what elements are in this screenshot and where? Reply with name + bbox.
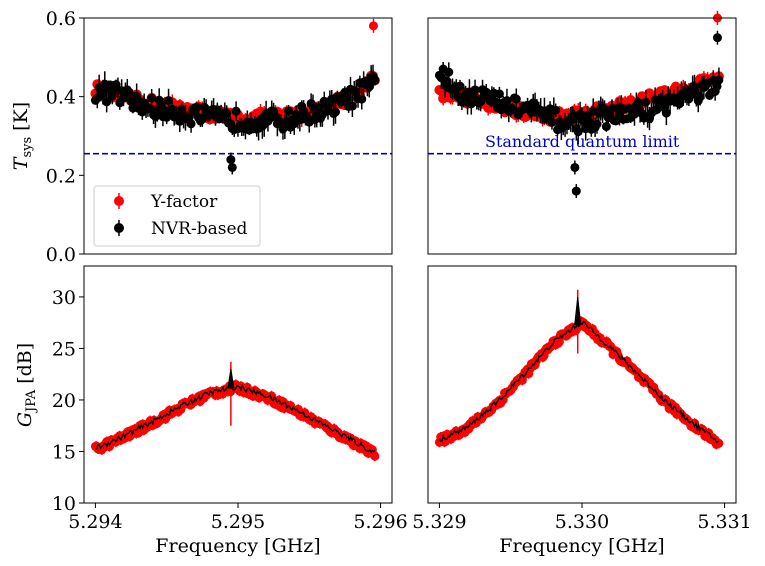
data-point bbox=[357, 94, 367, 104]
outlier-point bbox=[571, 186, 581, 196]
sql-annotation: Standard quantum limit bbox=[485, 132, 680, 151]
outlier-point bbox=[226, 155, 236, 165]
y-tick-label: 10 bbox=[52, 493, 76, 515]
data-point bbox=[455, 81, 465, 91]
legend-marker-nvr bbox=[114, 220, 124, 236]
legend-marker-yfactor bbox=[114, 193, 124, 209]
y-tick-label: 20 bbox=[52, 390, 76, 412]
data-point bbox=[714, 75, 724, 85]
data-point bbox=[573, 127, 583, 137]
legend-box bbox=[93, 185, 261, 247]
series-yfactor bbox=[434, 315, 724, 450]
series-nvr bbox=[90, 64, 380, 141]
peak-spike bbox=[574, 296, 582, 326]
series-nvr-line bbox=[95, 383, 376, 454]
panel-top-left-frame bbox=[83, 17, 393, 255]
data-point bbox=[511, 94, 521, 104]
data-point bbox=[551, 105, 561, 115]
series-nvr bbox=[434, 61, 724, 145]
panel-bottom-right-frame bbox=[427, 265, 737, 504]
outlier-point bbox=[570, 162, 580, 172]
data-point bbox=[695, 92, 705, 102]
x-tick-label: 5.294 bbox=[68, 511, 122, 533]
panel-top-right-frame bbox=[427, 17, 737, 255]
legend-label-nvr: NVR-based bbox=[151, 219, 247, 239]
y-tick-label: 0.0 bbox=[46, 244, 76, 266]
y-tick-label: 0.2 bbox=[46, 165, 76, 187]
data-point bbox=[661, 108, 671, 118]
panel-top-left bbox=[83, 17, 393, 255]
data-point bbox=[370, 75, 380, 85]
data-point bbox=[611, 116, 621, 126]
data-point bbox=[102, 97, 112, 107]
data-point bbox=[347, 101, 357, 111]
data-point bbox=[641, 97, 651, 107]
data-point bbox=[470, 85, 480, 95]
x-tick-label: 5.296 bbox=[353, 511, 407, 533]
peak-spike bbox=[227, 368, 235, 389]
legend: Y-factor NVR-based bbox=[93, 185, 261, 247]
xlabel-left: Frequency [GHz] bbox=[155, 535, 320, 557]
data-point bbox=[508, 103, 518, 113]
data-point bbox=[164, 96, 174, 106]
panel-bottom-right-marks bbox=[434, 289, 724, 450]
panel-bottom-right bbox=[427, 265, 737, 504]
x-tick-label: 5.295 bbox=[211, 511, 265, 533]
data-point bbox=[192, 102, 202, 112]
ylabel-tsys: Tsys [K] bbox=[10, 102, 35, 170]
data-point bbox=[107, 91, 117, 101]
data-point bbox=[147, 93, 157, 103]
y-tick-label: 15 bbox=[52, 441, 76, 463]
data-point bbox=[186, 119, 196, 129]
series-nvr-line bbox=[438, 320, 720, 443]
data-point bbox=[222, 108, 232, 118]
data-point bbox=[444, 67, 454, 77]
panel-top-right: Standard quantum limit bbox=[427, 11, 737, 255]
x-tick-label: 5.329 bbox=[412, 511, 466, 533]
y-tick-label: 30 bbox=[52, 287, 76, 309]
panel-bottom-left-marks bbox=[90, 361, 380, 462]
x-tick-label: 5.331 bbox=[697, 511, 751, 533]
data-point bbox=[370, 451, 380, 461]
outlier-point bbox=[368, 21, 378, 31]
legend-label-yfactor: Y-factor bbox=[150, 192, 218, 212]
panel-top-right-marks bbox=[428, 11, 736, 199]
panel-top-left-marks bbox=[84, 18, 392, 175]
y-tick-label: 0.4 bbox=[46, 87, 76, 109]
data-point bbox=[592, 119, 602, 129]
data-point bbox=[197, 114, 207, 124]
outlier-point bbox=[712, 33, 722, 43]
xlabel-right: Frequency [GHz] bbox=[499, 535, 664, 557]
data-point bbox=[601, 122, 611, 132]
data-point bbox=[330, 107, 340, 117]
y-tick-label: 0.6 bbox=[46, 8, 76, 30]
data-point bbox=[231, 106, 241, 116]
x-tick-label: 5.330 bbox=[555, 511, 609, 533]
panel-bottom-left bbox=[83, 265, 393, 504]
data-point bbox=[284, 106, 294, 116]
data-point bbox=[494, 89, 504, 99]
y-tick-label: 25 bbox=[52, 338, 76, 360]
data-point bbox=[554, 337, 564, 347]
series-yfactor bbox=[90, 379, 380, 462]
ylabel-gjpa: GJPA [dB] bbox=[14, 343, 39, 427]
data-point bbox=[599, 104, 609, 114]
outlier-point bbox=[227, 162, 237, 172]
